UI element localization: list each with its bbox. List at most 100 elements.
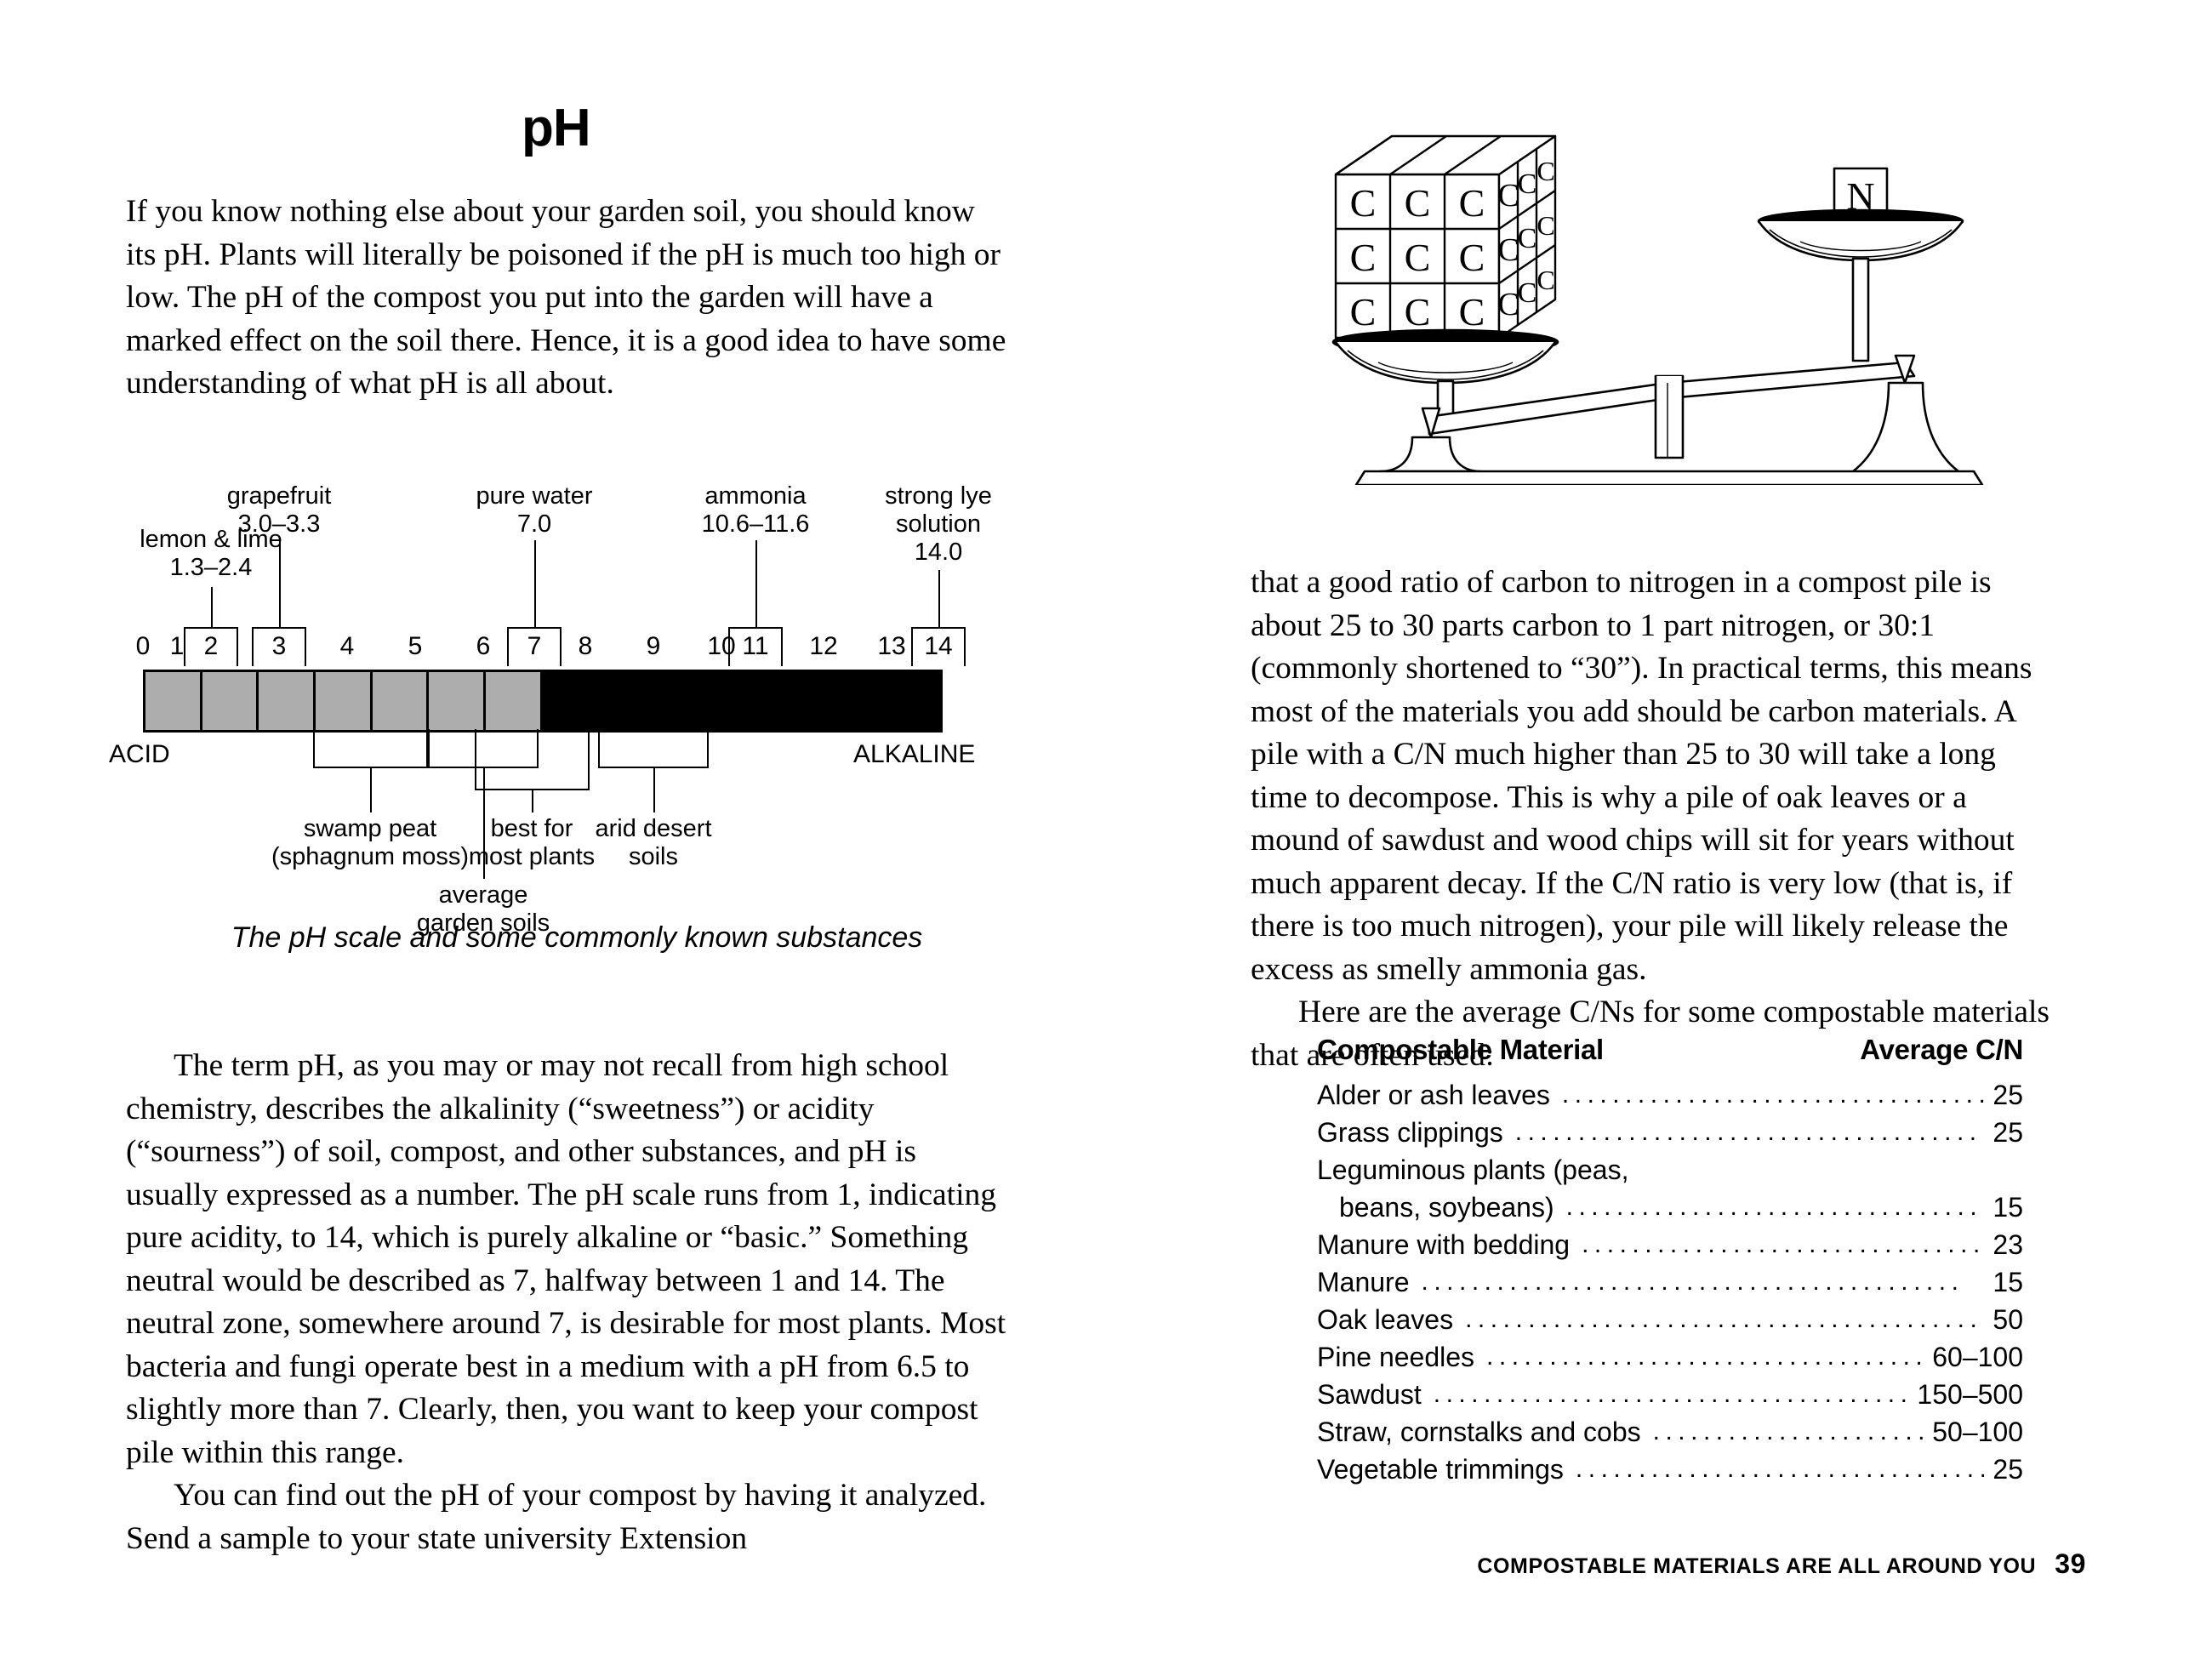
svg-text:C: C: [1405, 290, 1431, 334]
scale-number: 12: [809, 632, 838, 660]
material-value: 15: [1993, 1192, 2023, 1223]
scale-number: 4: [339, 632, 355, 660]
callout-label-grapefruit: grapefruit 3.0–3.3: [226, 482, 332, 538]
scale-number: 1: [169, 632, 185, 660]
bracket-swamp-peat: [313, 729, 428, 768]
scale-number: 11: [742, 632, 769, 660]
paragraph-cn-ratio: that a good ratio of carbon to nitrogen …: [1251, 565, 2032, 987]
scale-number: 2: [203, 632, 219, 660]
material-name: Grass clippings: [1317, 1117, 1503, 1148]
leader-line-grapefruit: [279, 540, 281, 628]
material-name: Pine needles: [1317, 1342, 1475, 1372]
ph-cell-alkaline: [712, 672, 770, 730]
scale-number: 3: [271, 632, 287, 660]
material-name: Leguminous plants (peas,: [1317, 1154, 1629, 1185]
table-row: Alder or ash leaves ....................…: [1317, 1077, 2023, 1115]
ph-cell-alkaline: [826, 672, 883, 730]
table-header-row: Compostable Material Average C/N: [1317, 1034, 2023, 1066]
svg-text:C: C: [1497, 287, 1519, 322]
page-number: 39: [2055, 1548, 2086, 1579]
ph-cell-acid: [145, 672, 202, 730]
material-name: Sawdust: [1317, 1379, 1422, 1410]
leader-line-lemon-lime: [211, 587, 213, 628]
column-header-material: Compostable Material: [1317, 1034, 1604, 1065]
scale-number: 13: [877, 632, 906, 660]
dot-leader: ........................................…: [1465, 1305, 1985, 1333]
ph-scale-diagram: lemon & lime 1.3–2.4 grapefruit 3.0–3.3 …: [109, 482, 1028, 961]
scale-number-row: 0 1 2 3 4 5 6 7 8 9 10 11 12 13 14: [126, 632, 1028, 666]
material-value: 25: [1993, 1117, 2023, 1148]
page-footer: COMPOSTABLE MATERIALS ARE ALL AROUND YOU…: [1477, 1548, 2086, 1580]
ph-cell-acid: [259, 672, 316, 730]
svg-text:C: C: [1405, 181, 1431, 225]
caliper-lemon-lime: [184, 627, 238, 666]
caliper-pure-water: [507, 627, 562, 666]
ph-cell-acid: [372, 672, 430, 730]
dot-leader: ........................................…: [1582, 1230, 1985, 1258]
paragraph-intro: If you know nothing else about your gard…: [126, 194, 1006, 401]
svg-text:C: C: [1459, 236, 1485, 279]
leader-line-arid-desert: [653, 768, 655, 812]
svg-text:C: C: [1497, 178, 1519, 214]
ph-cell-acid: [202, 672, 259, 730]
dot-leader: ........................................…: [1565, 1193, 1985, 1221]
svg-text:C: C: [1459, 181, 1485, 225]
table-row: Manure .................................…: [1317, 1264, 2023, 1302]
svg-text:C: C: [1536, 265, 1554, 295]
leader-line-ammonia: [755, 540, 757, 628]
scale-number: 9: [646, 632, 661, 660]
table-row: Straw, cornstalks and cobs .............…: [1317, 1414, 2023, 1451]
ph-cell-alkaline: [882, 672, 940, 730]
table-row: beans, soybeans) .......................…: [1317, 1189, 2023, 1227]
ph-scale-bar: [143, 670, 943, 733]
callout-label-pure-water: pure water 7.0: [476, 482, 593, 538]
dot-leader: ........................................…: [1514, 1118, 1985, 1146]
material-value: 25: [1993, 1080, 2023, 1110]
dot-leader: ........................................…: [1561, 1080, 1984, 1109]
material-value: 50–100: [1932, 1417, 2023, 1447]
ph-cell-alkaline: [656, 672, 713, 730]
leader-line-pure-water: [534, 540, 536, 628]
paragraph-term-ph: The term pH, as you may or may not recal…: [126, 1048, 1006, 1470]
scale-number: 14: [924, 632, 953, 660]
left-column: pH If you know nothing else about your g…: [126, 102, 1011, 406]
carbon-cube: [1334, 134, 1557, 339]
svg-text:C: C: [1459, 290, 1485, 334]
scale-number: 8: [578, 632, 593, 660]
table-row: Vegetable trimmings ....................…: [1317, 1451, 2023, 1489]
paragraph-find-out: You can find out the pH of your compost …: [126, 1478, 987, 1556]
dot-leader: ........................................…: [1421, 1268, 1964, 1296]
dot-leader: ........................................…: [1433, 1380, 1909, 1408]
paragraph-averages-intro: Here are the average C/Ns for some compo…: [1251, 995, 2050, 1073]
scale-number: 6: [476, 632, 491, 660]
bracket-best-for-plants: [475, 729, 590, 790]
ph-cell-alkaline: [542, 672, 600, 730]
table-row: Grass clippings ........................…: [1317, 1115, 2023, 1152]
ph-cell-alkaline: [769, 672, 827, 730]
callout-label-ammonia: ammonia 10.6–11.6: [701, 482, 810, 538]
material-value: 23: [1993, 1229, 2023, 1260]
svg-text:C: C: [1536, 156, 1554, 186]
svg-text:C: C: [1405, 236, 1431, 279]
right-pan: [1757, 208, 1964, 362]
material-name: Straw, cornstalks and cobs: [1317, 1417, 1641, 1447]
table-row: Leguminous plants (peas, ...: [1317, 1152, 2023, 1189]
table-row: Sawdust ................................…: [1317, 1377, 2023, 1414]
table-row: Pine needles ...........................…: [1317, 1339, 2023, 1377]
callout-label-strong-lye: strong lye solution 14.0: [885, 482, 992, 566]
material-name: Manure: [1317, 1267, 1410, 1297]
leader-line-best-for-plants: [532, 790, 533, 812]
ph-cell-acid: [486, 672, 543, 730]
table-row: Manure with bedding ....................…: [1317, 1227, 2023, 1264]
callout-label-average-garden: average garden soils: [416, 881, 550, 937]
ph-cell-acid: [429, 672, 487, 730]
scale-number: 7: [527, 632, 542, 660]
dot-leader: ........................................…: [1575, 1455, 1984, 1483]
ph-cell-alkaline: [599, 672, 657, 730]
material-value: 60–100: [1932, 1342, 2023, 1372]
figure-caption: The pH scale and some commonly known sub…: [231, 921, 923, 954]
